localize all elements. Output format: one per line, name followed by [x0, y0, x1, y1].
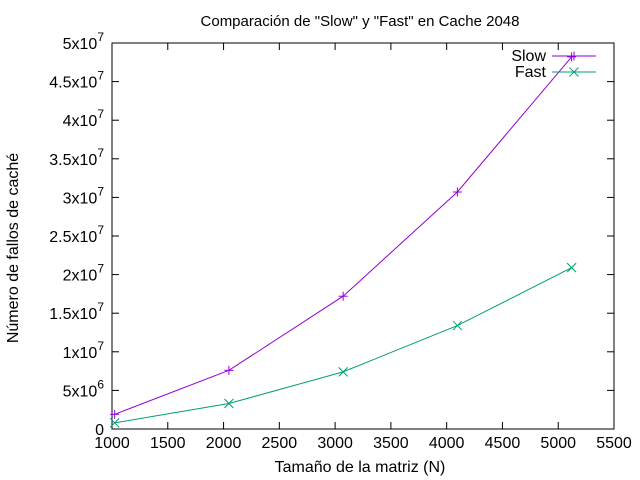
x-axis-label: Tamaño de la matriz (N): [275, 459, 446, 476]
y-tick-mantissa: 2.5x10: [49, 229, 97, 246]
y-tick-exponent: 7: [97, 339, 104, 353]
y-tick-exponent: 7: [97, 69, 104, 83]
y-tick-label: 2x107: [63, 262, 105, 285]
data-point-fast: [566, 262, 577, 273]
y-tick-exponent: 7: [97, 184, 104, 198]
chart-title: Comparación de "Slow" y "Fast" en Cache …: [201, 13, 520, 30]
y-tick-mantissa: 1.5x10: [49, 306, 97, 323]
y-tick-label: 2.5x107: [49, 223, 104, 246]
x-tick-label: 1500: [150, 435, 186, 452]
series-group: [109, 52, 577, 428]
data-point-fast: [224, 398, 234, 409]
data-point-slow: [110, 409, 120, 419]
y-tick-mantissa: 4x10: [63, 113, 98, 130]
x-tick-label: 2000: [206, 435, 242, 452]
y-tick-mantissa: 2x10: [63, 268, 98, 285]
plot-frame: [111, 42, 615, 430]
y-tick-label: 0: [95, 422, 104, 439]
y-tick-label: 1.5x107: [49, 300, 104, 323]
data-point-fast: [109, 417, 120, 428]
y-tick-mantissa: 3.5x10: [49, 152, 97, 169]
y-tick-mantissa: 1x10: [63, 345, 98, 362]
y-tick-label: 5x106: [63, 377, 105, 400]
data-point-slow: [338, 291, 348, 301]
y-tick-exponent: 7: [97, 30, 104, 44]
legend-marker-fast: [569, 67, 579, 77]
y-tick-exponent: 7: [97, 146, 104, 160]
y-tick-exponent: 7: [97, 300, 104, 314]
y-tick-label: 3x107: [63, 184, 105, 207]
data-point-slow: [567, 52, 577, 62]
series-line-slow: [114, 56, 572, 415]
legend-label-slow: Slow: [511, 48, 546, 65]
y-tick-label: 5x107: [63, 30, 105, 53]
data-point-fast: [452, 320, 463, 331]
y-tick-mantissa: 4.5x10: [49, 75, 97, 92]
axes: [111, 42, 615, 430]
y-axis-label: Número de fallos de caché: [5, 153, 22, 343]
y-tick-label: 1x107: [63, 339, 105, 362]
x-tick-label: 4500: [485, 435, 521, 452]
x-tick-label: 3000: [317, 435, 353, 452]
y-tick-label: 4.5x107: [49, 69, 104, 92]
series-line-fast: [114, 267, 572, 424]
x-tick-label: 5500: [596, 435, 632, 452]
data-point-slow: [452, 187, 462, 197]
y-tick-exponent: 6: [97, 377, 104, 391]
x-tick-label: 3500: [373, 435, 409, 452]
y-axis-ticks: 05x1061x1071.5x1072x1072.5x1073x1073.5x1…: [49, 30, 614, 439]
x-tick-label: 4000: [429, 435, 465, 452]
y-tick-mantissa: 5x10: [63, 383, 98, 400]
y-tick-exponent: 7: [97, 107, 104, 121]
y-tick-label: 4x107: [63, 107, 105, 130]
y-tick-mantissa: 5x10: [63, 36, 98, 53]
y-tick-mantissa: 0: [95, 422, 104, 439]
y-tick-mantissa: 3x10: [63, 190, 98, 207]
x-tick-label: 5000: [540, 435, 576, 452]
legend-label-fast: Fast: [515, 64, 547, 81]
y-tick-label: 3.5x107: [49, 146, 104, 169]
x-tick-label: 1000: [94, 435, 130, 452]
legend-marker-slow: [569, 51, 579, 61]
y-tick-exponent: 7: [97, 223, 104, 237]
x-axis-ticks: 1000 1500 2000 2500 3000 3500 4000 4500 5000 5500: [94, 43, 632, 452]
data-point-slow: [224, 365, 234, 375]
x-tick-label: 2500: [262, 435, 298, 452]
y-tick-exponent: 7: [97, 262, 104, 276]
data-point-fast: [338, 367, 348, 377]
